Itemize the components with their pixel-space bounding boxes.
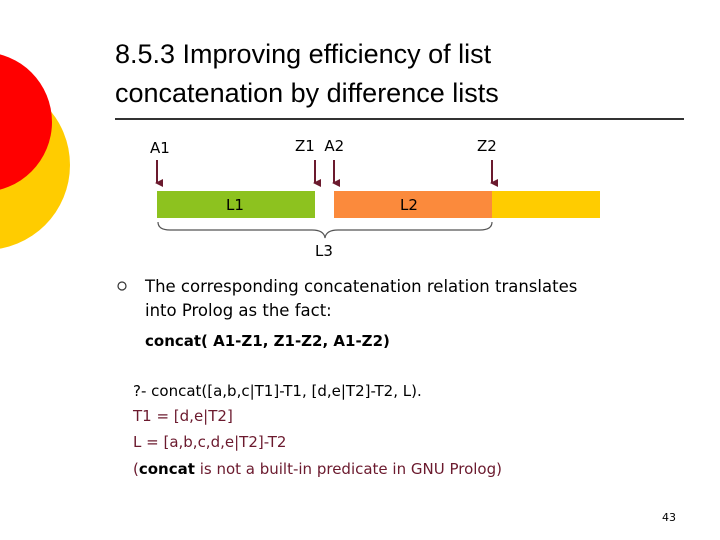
query-line: ?- concat([a,b,c|T1]-T1, [d,e|T2]-T2, L)… bbox=[133, 382, 422, 400]
query-line: T1 = [d,e|T2] bbox=[132, 407, 233, 425]
segment-tail bbox=[492, 191, 600, 218]
note-part: ( bbox=[133, 460, 139, 478]
pointer-label: Z1 A2 bbox=[295, 137, 344, 155]
segment-l2 bbox=[334, 191, 492, 218]
bullet-marker bbox=[117, 281, 127, 291]
arrows bbox=[155, 160, 498, 187]
brace bbox=[157, 221, 493, 239]
pointer-label: Z2 bbox=[477, 137, 497, 155]
query-line: L = [a,b,c,d,e|T2]-T2 bbox=[133, 433, 286, 451]
note-part: is not a built-in predicate in GNU Prolo… bbox=[195, 460, 502, 478]
brace-label: L3 bbox=[315, 242, 333, 260]
fact: concat( A1-Z1, Z1-Z2, A1-Z2) bbox=[145, 332, 390, 350]
note: (concat is not a built-in predicate in G… bbox=[133, 460, 502, 478]
title-line: 8.5.3 Improving efficiency of list bbox=[115, 39, 492, 69]
bullet-text: into Prolog as the fact: bbox=[145, 301, 332, 320]
decor-red-circle bbox=[0, 54, 52, 190]
note-part: concat bbox=[139, 460, 195, 478]
segment-label: L2 bbox=[400, 196, 418, 214]
segment-l1 bbox=[157, 191, 315, 218]
title-line: concatenation by difference lists bbox=[115, 78, 499, 108]
pointer-label: A1 bbox=[150, 139, 170, 157]
segment-label: L1 bbox=[226, 196, 244, 214]
page-number: 43 bbox=[662, 511, 676, 524]
bullet-text: The corresponding concatenation relation… bbox=[144, 277, 577, 296]
